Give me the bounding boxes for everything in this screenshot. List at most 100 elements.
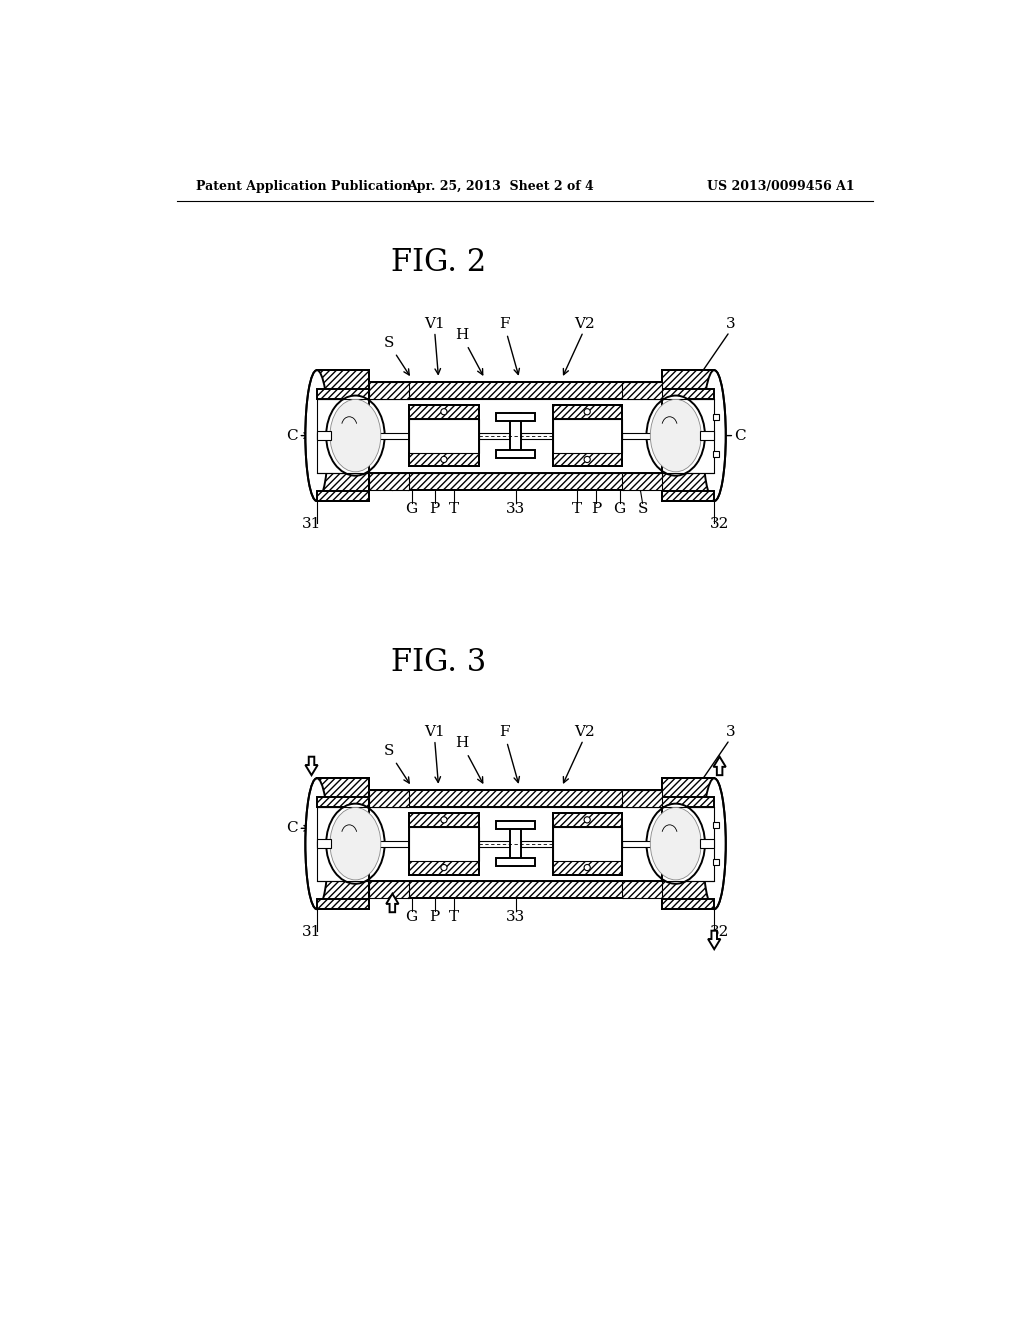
Bar	[370, 880, 410, 898]
Text: C: C	[287, 429, 298, 442]
Bar	[370, 381, 410, 399]
Circle shape	[441, 409, 447, 414]
Bar	[316, 430, 331, 441]
Text: S: S	[383, 337, 410, 375]
Text: 32: 32	[710, 925, 729, 939]
Text: P: P	[430, 909, 440, 924]
Ellipse shape	[330, 400, 381, 471]
Bar	[497, 450, 535, 458]
Bar	[410, 405, 478, 466]
Text: F: F	[499, 317, 519, 375]
Ellipse shape	[326, 804, 385, 884]
Text: T: T	[572, 502, 583, 516]
Text: S: S	[637, 502, 648, 516]
Bar	[497, 858, 535, 866]
Bar	[370, 880, 662, 898]
Text: G: G	[613, 502, 626, 516]
Text: T: T	[449, 502, 459, 516]
Text: C: C	[734, 429, 746, 442]
Bar	[410, 453, 478, 466]
Text: F: F	[499, 725, 519, 783]
Bar	[553, 813, 622, 826]
Bar	[622, 381, 662, 399]
Text: H: H	[455, 329, 482, 375]
Bar	[370, 381, 662, 399]
Bar	[316, 491, 370, 502]
Text: Patent Application Publication: Patent Application Publication	[196, 181, 412, 194]
Ellipse shape	[646, 396, 705, 475]
Polygon shape	[708, 931, 720, 949]
Bar	[370, 807, 662, 880]
Bar	[622, 381, 662, 399]
Bar	[553, 418, 622, 453]
Circle shape	[584, 409, 590, 414]
Bar	[510, 821, 521, 866]
Ellipse shape	[330, 808, 381, 880]
Bar	[662, 370, 714, 502]
Bar	[316, 797, 370, 807]
Circle shape	[584, 457, 590, 462]
Bar	[410, 453, 478, 466]
Text: C: C	[287, 821, 298, 836]
Text: V2: V2	[574, 317, 595, 331]
Bar	[521, 841, 553, 847]
Ellipse shape	[305, 370, 329, 502]
Bar	[370, 473, 662, 490]
Bar	[662, 399, 714, 473]
Circle shape	[584, 865, 590, 871]
Circle shape	[441, 457, 447, 462]
Bar	[713, 822, 719, 829]
Bar	[316, 491, 370, 502]
Bar	[316, 899, 370, 909]
Ellipse shape	[702, 779, 726, 909]
Bar	[622, 789, 662, 807]
Polygon shape	[714, 756, 726, 775]
Bar	[622, 880, 662, 898]
Bar	[410, 861, 478, 875]
Bar	[553, 826, 622, 861]
Text: G: G	[406, 909, 418, 924]
Bar	[410, 813, 478, 875]
Bar	[497, 413, 535, 421]
Bar	[370, 789, 662, 807]
Ellipse shape	[702, 370, 726, 502]
Circle shape	[584, 817, 590, 822]
Bar	[370, 473, 410, 490]
Text: S: S	[383, 744, 410, 783]
Bar	[622, 473, 662, 490]
Text: FIG. 3: FIG. 3	[391, 647, 486, 678]
Circle shape	[441, 865, 447, 871]
Text: 31: 31	[302, 517, 322, 531]
Bar	[410, 826, 478, 861]
Bar	[622, 433, 662, 438]
Bar	[478, 841, 510, 847]
Bar	[370, 789, 662, 807]
Bar	[510, 413, 521, 458]
Text: 33: 33	[506, 909, 525, 924]
Text: G: G	[406, 502, 418, 516]
Bar	[410, 813, 478, 826]
Text: US 2013/0099456 A1: US 2013/0099456 A1	[707, 181, 854, 194]
Bar	[662, 491, 714, 502]
Circle shape	[441, 817, 447, 822]
Bar	[553, 861, 622, 875]
Bar	[662, 797, 714, 807]
Text: V1: V1	[424, 725, 445, 739]
Bar	[662, 797, 714, 807]
Bar	[662, 388, 714, 399]
Bar	[316, 797, 370, 807]
Bar	[553, 813, 622, 875]
Bar	[622, 880, 662, 898]
Text: H: H	[455, 737, 482, 783]
Bar	[410, 418, 478, 453]
Bar	[662, 779, 714, 909]
Bar	[553, 405, 622, 418]
Bar	[700, 430, 714, 441]
Bar	[370, 789, 410, 807]
Text: 3: 3	[726, 317, 736, 331]
Text: P: P	[591, 502, 601, 516]
Ellipse shape	[305, 779, 329, 909]
Text: 31: 31	[302, 925, 322, 939]
Text: P: P	[430, 502, 440, 516]
Bar	[700, 840, 714, 849]
